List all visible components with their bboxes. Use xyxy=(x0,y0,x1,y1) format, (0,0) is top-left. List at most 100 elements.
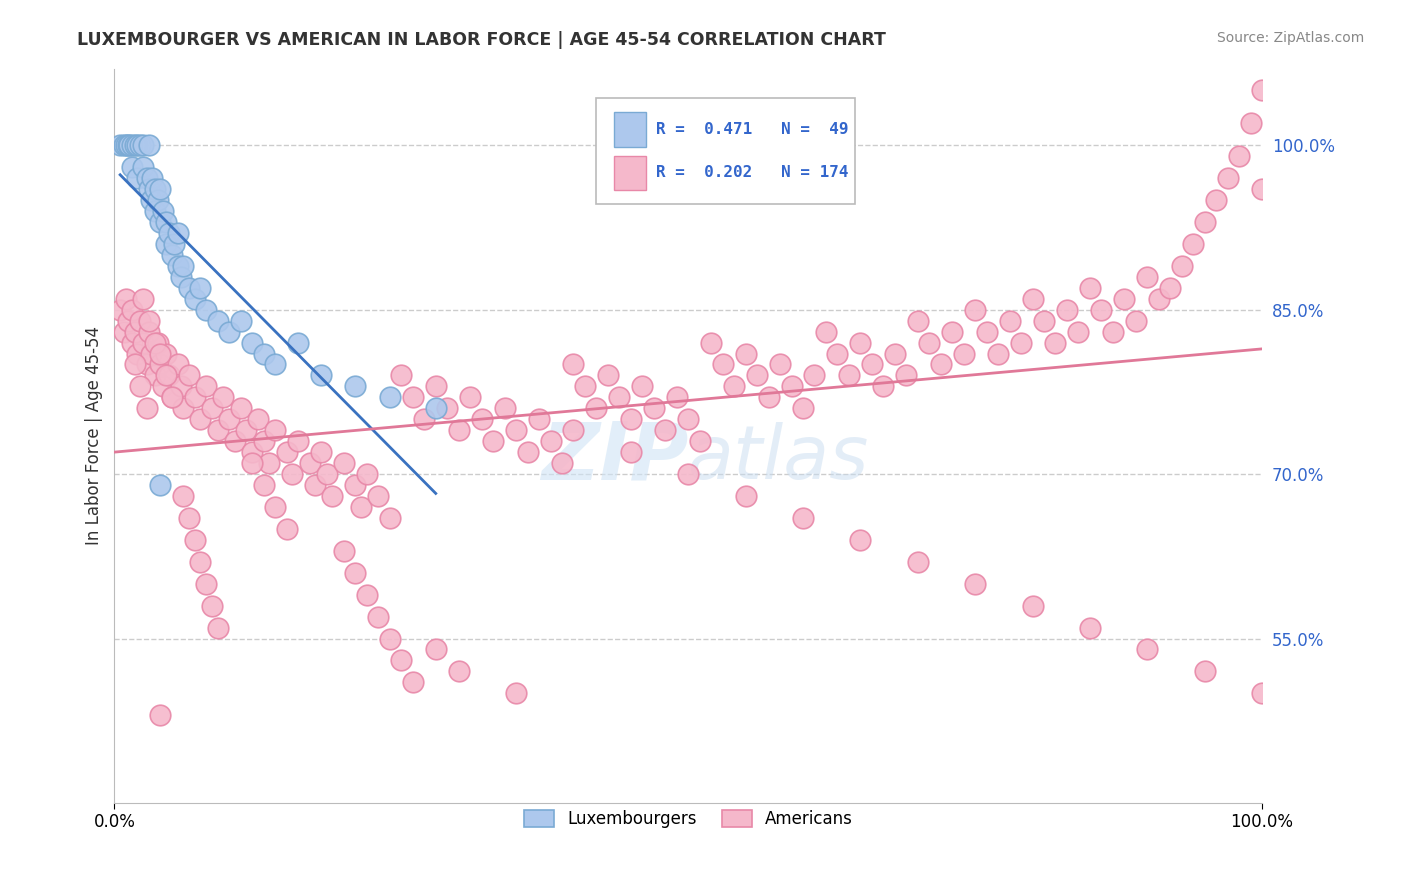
Point xyxy=(177,368,200,383)
Point xyxy=(138,182,160,196)
Point xyxy=(172,401,194,416)
Point xyxy=(1251,686,1274,700)
Point xyxy=(378,511,401,525)
Point xyxy=(378,390,401,404)
Point xyxy=(436,401,458,416)
Point xyxy=(159,226,181,240)
Point xyxy=(309,445,332,459)
Point xyxy=(155,215,177,229)
Point xyxy=(907,313,929,327)
Point xyxy=(160,390,183,404)
Point xyxy=(987,346,1010,360)
Point xyxy=(402,675,425,690)
Point xyxy=(127,346,149,360)
Point xyxy=(170,269,193,284)
Point xyxy=(246,412,269,426)
Point xyxy=(965,302,987,317)
Point xyxy=(1147,292,1170,306)
Point xyxy=(135,401,157,416)
Point xyxy=(218,412,240,426)
Point xyxy=(287,434,309,449)
Point xyxy=(149,358,172,372)
Point xyxy=(115,138,138,153)
Point xyxy=(309,368,332,383)
Point xyxy=(458,390,481,404)
Point xyxy=(166,226,188,240)
Point xyxy=(976,325,998,339)
Point xyxy=(112,325,135,339)
Point xyxy=(516,445,538,459)
Point xyxy=(201,401,224,416)
Point xyxy=(235,423,257,437)
Point xyxy=(259,456,281,470)
Point xyxy=(1251,83,1274,97)
Point xyxy=(304,478,326,492)
Point xyxy=(1033,313,1056,327)
Point xyxy=(264,423,287,437)
Point xyxy=(190,555,212,569)
Point xyxy=(1090,302,1112,317)
Point xyxy=(143,182,166,196)
Point xyxy=(1194,215,1216,229)
Point xyxy=(333,456,356,470)
Point xyxy=(792,401,814,416)
Point xyxy=(155,346,177,360)
Point xyxy=(1251,182,1274,196)
Point xyxy=(402,390,425,404)
Point xyxy=(240,445,263,459)
Point xyxy=(108,302,131,317)
Point xyxy=(195,302,218,317)
Point xyxy=(631,379,654,393)
Point xyxy=(1205,193,1227,207)
Point xyxy=(711,358,734,372)
Point xyxy=(132,335,155,350)
Point xyxy=(723,379,745,393)
Point xyxy=(128,379,150,393)
Point xyxy=(562,358,585,372)
Point xyxy=(264,500,287,514)
Point xyxy=(132,160,155,174)
Point xyxy=(138,138,160,153)
Point xyxy=(665,390,688,404)
Point xyxy=(287,335,309,350)
Point xyxy=(127,171,149,186)
Point xyxy=(413,412,436,426)
Point xyxy=(350,500,373,514)
Point xyxy=(482,434,505,449)
Point xyxy=(585,401,607,416)
Point xyxy=(121,335,143,350)
Point xyxy=(117,138,139,153)
Point xyxy=(540,434,562,449)
Point xyxy=(172,259,194,273)
Point xyxy=(298,456,321,470)
Point xyxy=(112,138,135,153)
Point xyxy=(447,423,470,437)
Point xyxy=(184,390,207,404)
Point xyxy=(146,193,169,207)
Point xyxy=(159,368,181,383)
Point xyxy=(1078,621,1101,635)
Point xyxy=(149,478,172,492)
Point xyxy=(734,489,756,503)
Point xyxy=(138,325,160,339)
Point xyxy=(118,138,141,153)
Point xyxy=(596,368,619,383)
Y-axis label: In Labor Force | Age 45-54: In Labor Force | Age 45-54 xyxy=(86,326,103,545)
Point xyxy=(838,368,860,383)
Point xyxy=(141,171,163,186)
FancyBboxPatch shape xyxy=(596,98,855,204)
Point xyxy=(344,379,367,393)
Point xyxy=(315,467,337,482)
Text: atlas: atlas xyxy=(688,422,869,494)
Point xyxy=(1056,302,1078,317)
Text: R =  0.471   N =  49: R = 0.471 N = 49 xyxy=(657,122,849,136)
Point xyxy=(676,412,699,426)
Point xyxy=(240,335,263,350)
Point xyxy=(734,346,756,360)
Point xyxy=(1045,335,1067,350)
Point xyxy=(264,358,287,372)
Point xyxy=(184,533,207,547)
Point xyxy=(827,346,849,360)
Legend: Luxembourgers, Americans: Luxembourgers, Americans xyxy=(517,804,859,835)
Point xyxy=(163,236,186,251)
